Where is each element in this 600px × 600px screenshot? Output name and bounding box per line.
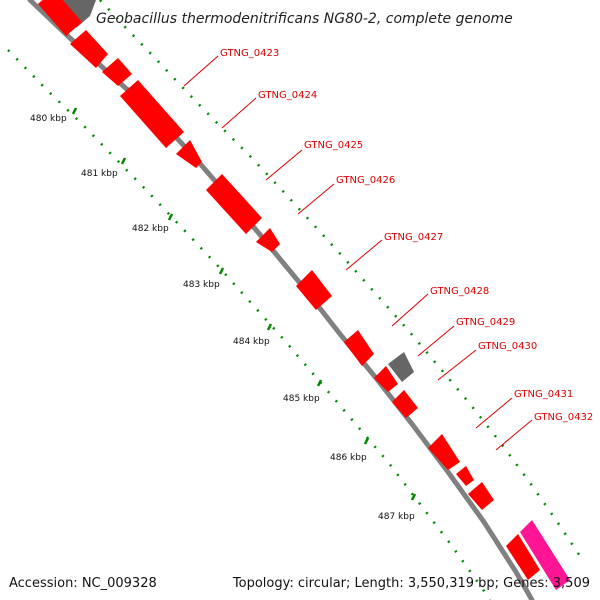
tick-marks [71,107,417,501]
tick-label: 480 kbp [30,114,67,124]
gene-label[interactable]: GTNG_0428 [430,286,489,297]
gene-feature-rna[interactable] [520,520,570,590]
genome-summary: Topology: circular; Length: 3,550,319 bp… [232,576,590,591]
tick-label: 487 kbp [378,512,415,522]
gene-feature-other[interactable] [60,0,96,28]
gene-feature[interactable] [428,434,460,470]
gene-label[interactable]: GTNG_0430 [478,341,537,352]
gene-label[interactable]: GTNG_0424 [258,90,317,101]
gene-label[interactable]: GTNG_0429 [456,317,515,328]
gene-feature[interactable] [296,270,332,310]
gene-label[interactable]: GTNG_0423 [220,48,279,59]
tick-label: 486 kbp [330,453,367,463]
gene-feature[interactable] [392,390,418,418]
tick-label: 483 kbp [183,280,220,290]
gene-label[interactable]: GTNG_0432 [534,412,593,423]
gene-feature[interactable] [120,80,184,148]
label-leaders [183,55,533,451]
gene-feature[interactable] [344,330,374,366]
gene-feature-other[interactable] [388,352,414,382]
tick-label: 484 kbp [233,337,270,347]
gene-feature[interactable] [38,0,82,36]
gene-label[interactable]: GTNG_0426 [336,175,395,186]
gene-feature[interactable] [506,534,540,580]
gene-feature[interactable] [256,228,280,252]
gene-feature[interactable] [70,30,108,68]
gene-label[interactable]: GTNG_0425 [304,140,363,151]
accession-text: Accession: NC_009328 [9,576,157,591]
gene-features [38,0,570,590]
map-title: Geobacillus thermodenitrificans NG80-2, … [96,11,513,27]
gene-feature[interactable] [468,482,494,510]
gene-label[interactable]: GTNG_0427 [384,232,443,243]
tick-label: 485 kbp [283,394,320,404]
outer-dotted-track [99,0,582,557]
tick-label: 481 kbp [81,169,118,179]
gene-feature[interactable] [456,466,474,486]
gene-label[interactable]: GTNG_0431 [514,389,573,400]
inner-dotted-track [7,49,492,600]
gene-feature[interactable] [374,366,398,392]
gene-feature[interactable] [176,140,202,168]
gene-feature[interactable] [102,58,132,86]
tick-labels: 480 kbp 481 kbp 482 kbp 483 kbp 484 kbp … [30,114,415,522]
gene-feature[interactable] [206,174,262,234]
tick-label: 482 kbp [132,224,169,234]
gene-labels: GTNG_0423 GTNG_0424 GTNG_0425 GTNG_0426 … [220,48,593,423]
